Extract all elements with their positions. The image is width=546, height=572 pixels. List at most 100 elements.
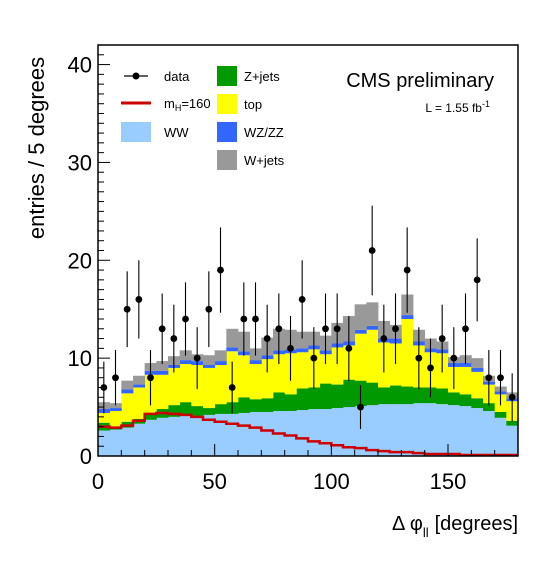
data-point-11 — [228, 361, 236, 414]
y-tick-label-40: 40 — [68, 53, 92, 78]
data-point-4 — [147, 350, 154, 406]
bar-top-9 — [203, 367, 216, 409]
data-marker-16 — [287, 344, 294, 352]
legend-zjets-label: Z+jets — [244, 69, 280, 84]
bar-ww-34 — [494, 417, 507, 456]
bar-ww-32 — [471, 408, 484, 456]
data-marker-21 — [345, 344, 353, 352]
data-marker-1 — [112, 374, 119, 382]
bar-top-3 — [133, 387, 146, 419]
data-marker-12 — [240, 315, 248, 323]
bar-wz-zz-11 — [226, 347, 239, 352]
bar-z-jets-21 — [343, 379, 356, 408]
bar-ww-14 — [261, 411, 274, 456]
data-point-35 — [508, 373, 516, 422]
x-tick-label-50: 50 — [202, 469, 226, 494]
bar-w-jets-3 — [133, 375, 146, 385]
bar-z-jets-24 — [378, 387, 391, 405]
data-marker-4 — [147, 374, 154, 382]
bar-z-jets-29 — [436, 388, 449, 405]
legend-wjets-label: W+jets — [244, 153, 285, 168]
bar-wz-zz-1 — [109, 408, 122, 411]
x-tick-label-150: 150 — [430, 469, 467, 494]
legend-ww: WW — [121, 122, 189, 142]
bar-ww-30 — [448, 405, 461, 456]
bar-w-jets-1 — [109, 403, 122, 409]
bar-top-10 — [214, 364, 227, 405]
bar-ww-24 — [378, 404, 391, 456]
bar-wz-zz-9 — [203, 364, 216, 368]
bar-ww-0 — [98, 430, 111, 456]
axes: 0 10 20 30 40 0 50 100 150 — [68, 44, 519, 494]
data-marker-22 — [357, 403, 364, 411]
bar-ww-12 — [238, 412, 251, 456]
legend-top: top — [217, 94, 262, 114]
bar-top-17 — [296, 352, 309, 389]
bar-top-31 — [459, 366, 472, 395]
y-axis-label: entries / 5 degrees — [24, 57, 49, 239]
bar-ww-28 — [424, 403, 437, 456]
data-marker-14 — [263, 335, 271, 342]
data-point-17 — [298, 260, 306, 339]
bar-ww-18 — [308, 409, 321, 456]
data-marker-23 — [368, 247, 376, 254]
data-marker-2 — [123, 305, 131, 313]
legend-zjets: Z+jets — [217, 66, 280, 86]
data-point-16 — [287, 315, 294, 381]
data-marker-13 — [252, 315, 259, 323]
x-axis-label-main: Δ φ — [392, 513, 423, 535]
bar-ww-5 — [156, 417, 169, 456]
bar-z-jets-13 — [249, 399, 262, 412]
legend-ww-swatch — [121, 122, 151, 142]
data-point-18 — [310, 327, 318, 390]
data-point-28 — [427, 338, 434, 398]
bar-z-jets-23 — [366, 382, 379, 406]
bar-ww-31 — [459, 406, 472, 456]
data-marker-6 — [170, 335, 178, 342]
data-marker-25 — [392, 325, 399, 333]
data-marker-18 — [310, 354, 318, 362]
data-point-29 — [438, 304, 446, 373]
bar-ww-1 — [109, 429, 122, 456]
bar-z-jets-20 — [331, 384, 344, 409]
bar-z-jets-16 — [284, 394, 297, 411]
lumi-main: L = 1.55 fb — [425, 101, 482, 115]
legend-data: data — [124, 69, 190, 84]
data-point-6 — [170, 304, 178, 373]
bar-wz-zz-3 — [133, 384, 146, 388]
data-marker-7 — [182, 315, 189, 323]
bar-z-jets-35 — [506, 420, 519, 426]
bar-z-jets-17 — [296, 388, 309, 411]
data-marker-5 — [158, 325, 166, 333]
bar-top-26 — [401, 319, 414, 387]
bar-ww-29 — [436, 404, 449, 456]
bar-top-13 — [249, 364, 262, 400]
bar-z-jets-33 — [483, 403, 496, 411]
legend-wjets: W+jets — [217, 150, 285, 170]
data-point-25 — [392, 293, 399, 365]
data-marker-29 — [438, 335, 446, 342]
bar-ww-13 — [249, 411, 262, 456]
data-point-14 — [263, 304, 271, 373]
legend-top-swatch — [217, 94, 237, 114]
bar-z-jets-12 — [238, 397, 251, 413]
bar-ww-6 — [168, 416, 181, 456]
bar-wz-zz-26 — [401, 315, 414, 319]
bar-ww-17 — [296, 410, 309, 456]
stacked-bars — [98, 294, 519, 456]
bar-top-2 — [121, 393, 134, 422]
bar-top-25 — [389, 343, 402, 386]
bar-z-jets-9 — [203, 408, 216, 415]
bar-z-jets-4 — [144, 413, 157, 420]
legend-wzzz: WZ/ZZ — [217, 122, 284, 142]
legend-ww-label: WW — [164, 125, 189, 140]
signal-line — [98, 411, 518, 457]
x-axis-label-sub: ll — [423, 525, 429, 540]
bar-wz-zz-31 — [459, 363, 472, 367]
bar-z-jets-31 — [459, 394, 472, 407]
bar-wz-zz-5 — [156, 370, 169, 375]
bar-top-5 — [156, 374, 169, 410]
data-point-1 — [112, 350, 119, 406]
experiment-label: CMS preliminary — [346, 70, 494, 92]
